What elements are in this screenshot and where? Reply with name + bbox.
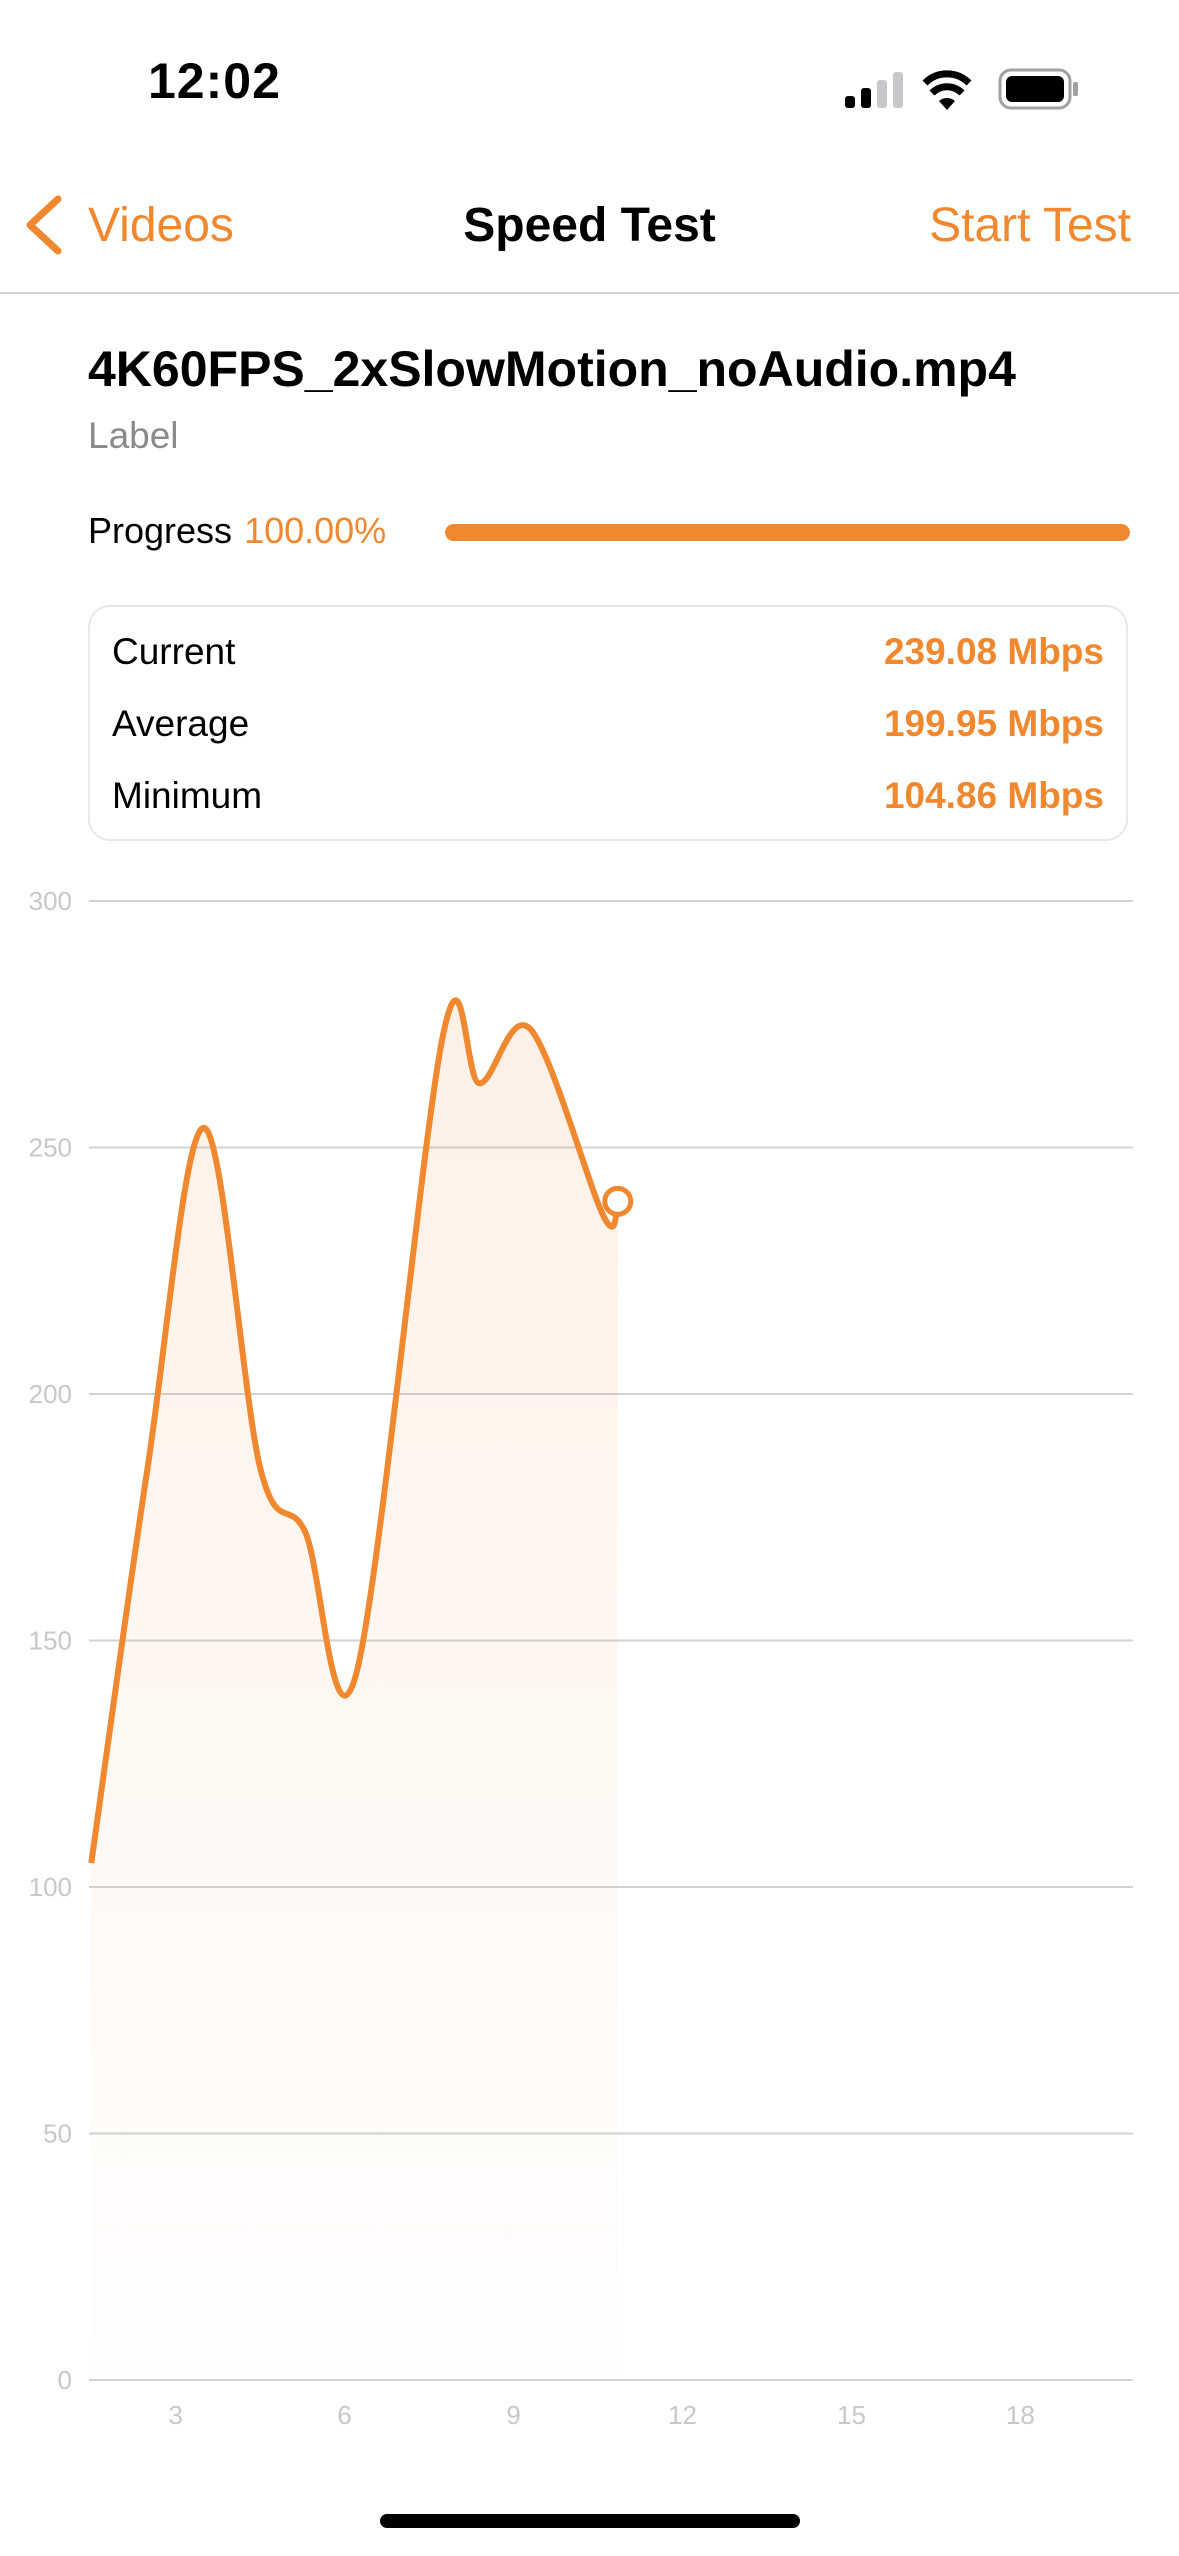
start-test-button[interactable]: Start Test	[929, 199, 1131, 252]
chevron-left-icon	[26, 195, 62, 255]
nav-divider	[0, 292, 1179, 294]
progress-label: Progress 100.00%	[88, 510, 386, 552]
progress-title: Progress	[88, 510, 233, 551]
progress-value: 100.00%	[244, 510, 387, 551]
back-label: Videos	[88, 198, 234, 252]
video-filename: 4K60FPS_2xSlowMotion_noAudio.mp4	[88, 341, 1016, 397]
stat-row-minimum: Minimum 104.86 Mbps	[112, 775, 1104, 817]
stat-value: 104.86 Mbps	[883, 775, 1104, 816]
y-tick-label: 250	[29, 1133, 72, 1163]
stat-label: Minimum	[112, 775, 263, 816]
stat-label: Average	[112, 703, 250, 744]
current-point-marker	[602, 1185, 634, 1217]
status-time: 12:02	[148, 53, 281, 109]
stat-value: 199.95 Mbps	[883, 703, 1104, 744]
y-tick-label: 50	[43, 2119, 72, 2149]
stat-row-average: Average 199.95 Mbps	[112, 703, 1104, 745]
x-tick-label: 18	[1006, 2400, 1035, 2430]
x-tick-label: 6	[337, 2400, 351, 2430]
page-title: Speed Test	[463, 199, 716, 252]
stat-label: Current	[112, 631, 236, 672]
stat-row-current: Current 239.08 Mbps	[112, 631, 1104, 673]
progress-bar	[445, 524, 1130, 541]
chart-area-fill	[91, 1000, 618, 2380]
x-tick-label: 3	[168, 2400, 182, 2430]
x-tick-label: 9	[506, 2400, 520, 2430]
stat-value: 239.08 Mbps	[883, 631, 1104, 672]
y-tick-label: 0	[58, 2365, 72, 2395]
back-button[interactable]: Videos	[22, 195, 234, 255]
wifi-icon	[922, 70, 972, 110]
stats-card: Current 239.08 Mbps Average 199.95 Mbps Mi…	[88, 605, 1128, 841]
y-tick-label: 200	[29, 1379, 72, 1409]
y-tick-label: 300	[29, 886, 72, 916]
home-indicator	[380, 2514, 800, 2528]
x-tick-label: 15	[837, 2400, 866, 2430]
y-tick-label: 150	[29, 1626, 72, 1656]
cellular-signal-icon	[845, 72, 903, 108]
video-label: Label	[88, 415, 179, 456]
x-tick-label: 12	[668, 2400, 697, 2430]
progress-bar-fill	[445, 524, 1130, 541]
y-tick-label: 100	[29, 1872, 72, 1902]
battery-icon	[998, 68, 1078, 110]
chart-series-line	[88, 997, 621, 1864]
